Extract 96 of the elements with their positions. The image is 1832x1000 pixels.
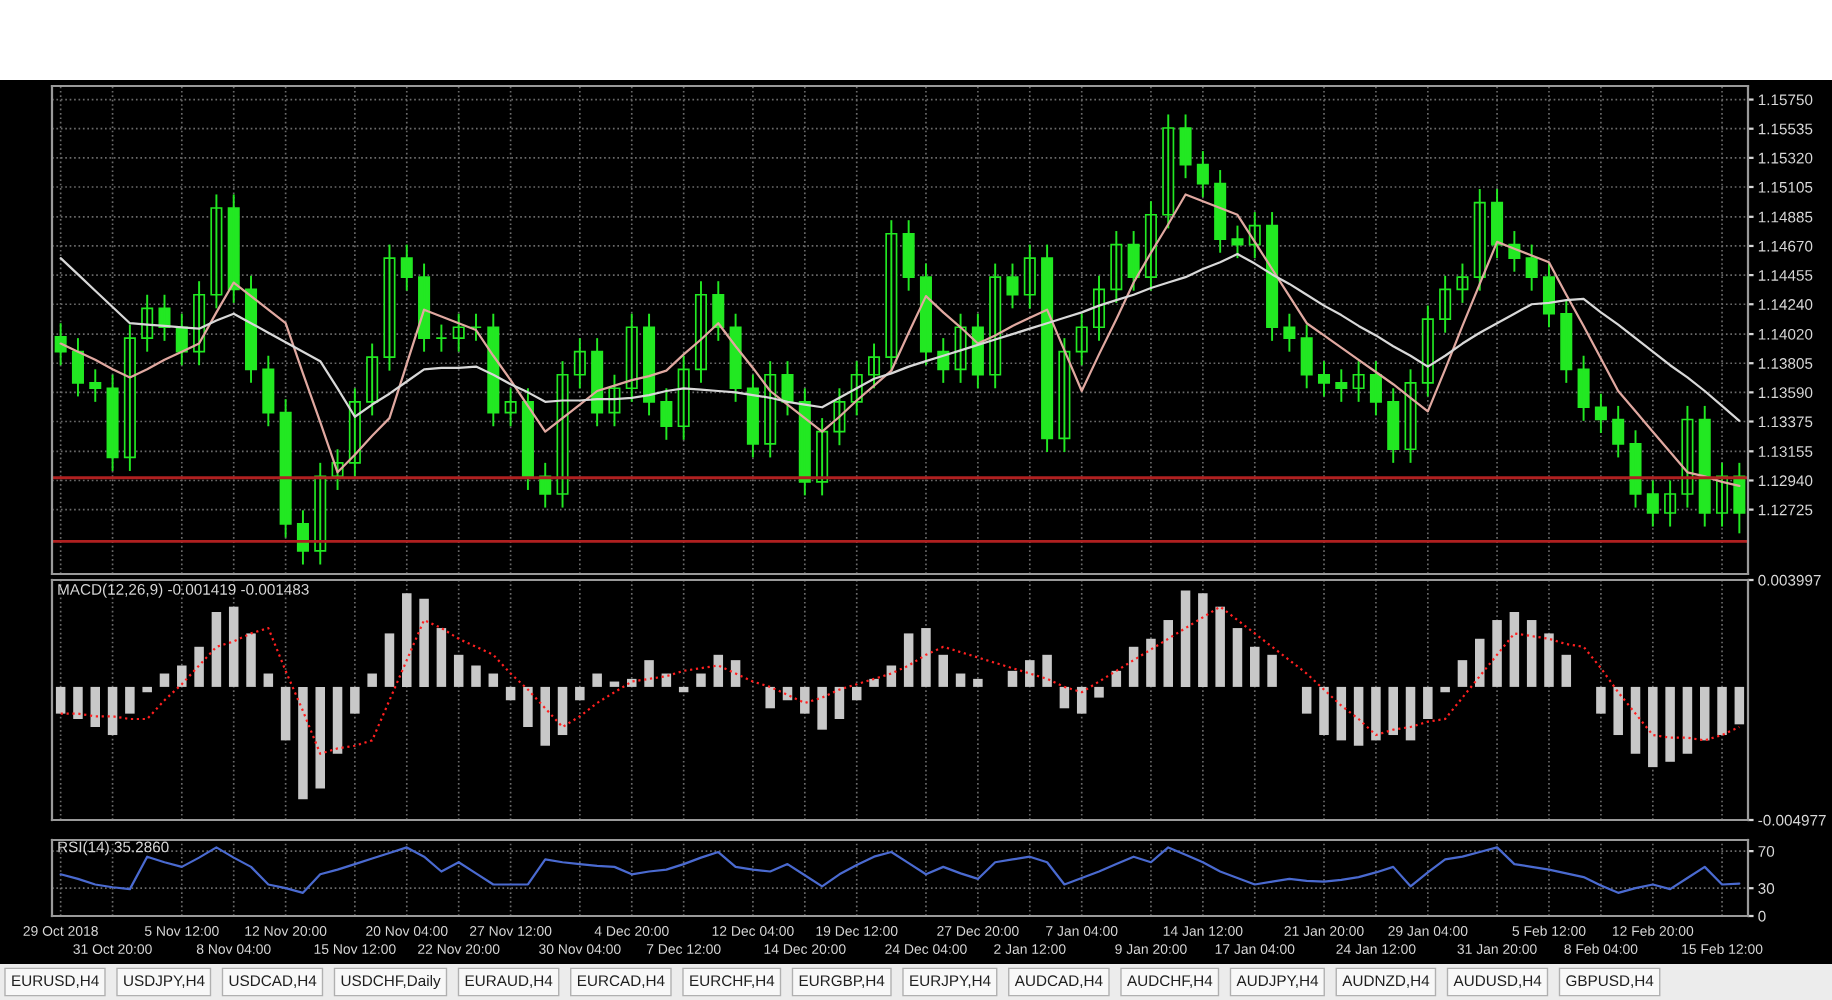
- bar: [419, 598, 429, 687]
- bar: [228, 606, 239, 687]
- bar: [540, 686, 550, 746]
- bar: [1059, 686, 1070, 709]
- bar: [973, 678, 983, 687]
- bar: [1232, 628, 1243, 687]
- bar: [1613, 686, 1623, 736]
- bar: [436, 628, 447, 687]
- bar: [90, 686, 101, 728]
- bar: [1371, 686, 1381, 741]
- bar: [834, 686, 845, 719]
- bar: [1250, 646, 1260, 687]
- candlestick: [158, 293, 171, 342]
- bar: [575, 686, 585, 701]
- bar: [869, 678, 879, 687]
- bar: [211, 612, 222, 687]
- bar: [73, 686, 83, 719]
- bar: [402, 593, 412, 687]
- bar: [644, 660, 654, 687]
- bar: [298, 686, 308, 800]
- bar: [1215, 606, 1225, 687]
- bar: [1111, 670, 1122, 687]
- candlestick: [781, 360, 794, 417]
- bar: [1042, 654, 1052, 687]
- bar: [1094, 686, 1104, 698]
- bar: [1630, 686, 1641, 754]
- bar: [1146, 638, 1156, 687]
- bar: [1475, 638, 1485, 687]
- bar: [1388, 686, 1398, 736]
- bar: [1319, 686, 1329, 736]
- bar: [1665, 686, 1675, 762]
- bar: [1734, 686, 1745, 725]
- bar: [315, 686, 325, 789]
- bar: [1025, 660, 1035, 687]
- candlestick: [1629, 429, 1642, 509]
- bar: [1353, 686, 1364, 746]
- bar: [280, 686, 291, 741]
- line-series: [59, 252, 1741, 422]
- bar: [523, 686, 533, 728]
- bar: [851, 686, 862, 701]
- bar: [1267, 654, 1277, 687]
- bar: [194, 646, 204, 687]
- bar: [903, 633, 914, 687]
- bar: [817, 686, 827, 730]
- bar: [1423, 686, 1433, 719]
- bar: [592, 673, 602, 687]
- bar: [159, 673, 170, 687]
- bar: [1544, 633, 1554, 687]
- bar: [713, 654, 724, 687]
- bar: [332, 686, 343, 754]
- candlestick: [1006, 262, 1019, 310]
- bar: [1596, 686, 1606, 714]
- bar: [453, 654, 464, 687]
- bar: [1717, 686, 1727, 736]
- bar: [1180, 590, 1191, 687]
- bar: [505, 686, 516, 701]
- bar: [367, 673, 377, 687]
- bar: [1076, 686, 1087, 714]
- bar: [1198, 593, 1208, 687]
- bar: [955, 673, 966, 687]
- bar: [107, 686, 118, 736]
- candlestick: [435, 323, 448, 353]
- bar: [384, 633, 395, 687]
- bar: [1648, 686, 1658, 768]
- bar: [177, 665, 187, 687]
- bar: [921, 628, 931, 687]
- bar: [55, 686, 66, 714]
- bar: [1509, 612, 1520, 687]
- bar: [800, 686, 810, 714]
- bar: [1336, 686, 1347, 741]
- bar: [1457, 660, 1468, 687]
- bar: [938, 654, 949, 687]
- bar: [765, 686, 775, 709]
- bar: [1007, 670, 1018, 687]
- bar: [142, 686, 152, 693]
- line-series: [59, 605, 1741, 755]
- bar: [1699, 686, 1710, 741]
- candlestick: [469, 312, 483, 342]
- bar: [1492, 620, 1502, 687]
- bar: [1682, 686, 1693, 754]
- bar: [1163, 620, 1173, 687]
- bar: [1440, 686, 1450, 693]
- bar: [1526, 620, 1537, 687]
- bar: [730, 660, 741, 687]
- bar: [1405, 686, 1416, 741]
- bar: [1128, 646, 1139, 687]
- bar: [1301, 686, 1312, 714]
- bar: [471, 665, 481, 687]
- bar: [557, 686, 568, 736]
- bar: [263, 673, 274, 687]
- bar: [488, 673, 499, 687]
- bar: [696, 673, 706, 687]
- bar: [246, 633, 256, 687]
- bar: [1561, 654, 1572, 687]
- bar: [350, 686, 360, 714]
- bar: [125, 686, 135, 714]
